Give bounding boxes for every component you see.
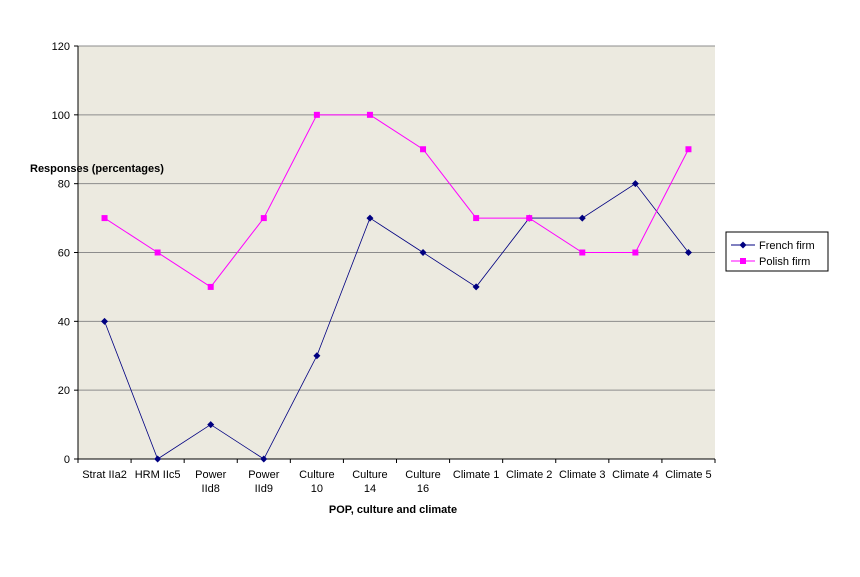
series-polish-firm xyxy=(101,111,692,290)
legend-box xyxy=(725,231,829,272)
data-point xyxy=(631,180,639,188)
x-tick-label: Culture 16 xyxy=(405,469,440,495)
y-tick-label: 100 xyxy=(52,110,70,122)
series-line xyxy=(104,114,689,288)
y-tick-label: 60 xyxy=(58,248,70,260)
x-tick-label: Climate 5 xyxy=(665,469,711,481)
x-tick-label: Power IId9 xyxy=(248,469,280,495)
data-point xyxy=(313,111,320,118)
data-point xyxy=(684,249,692,256)
x-tick-label: Climate 2 xyxy=(506,469,552,481)
x-tick-label-line: 14 xyxy=(364,483,376,495)
data-point xyxy=(260,215,267,222)
series-group xyxy=(101,111,692,463)
legend-label: French firm xyxy=(759,240,815,252)
data-point xyxy=(472,283,480,291)
x-tick-label: Power IId8 xyxy=(195,469,227,495)
x-tick-label-line: Climate 3 xyxy=(559,469,605,481)
data-point xyxy=(685,146,692,153)
y-tick-label: 120 xyxy=(52,41,70,53)
y-axis-ticks: 0 20 40 60 80 100 120 xyxy=(52,41,78,466)
gridlines xyxy=(78,45,715,391)
data-point xyxy=(578,214,586,222)
x-tick-label-line: HRM IIc5 xyxy=(135,469,181,481)
legend: French firm Polish firm xyxy=(725,231,829,272)
x-tick-label-line: 16 xyxy=(417,483,429,495)
x-tick-label-line: IId9 xyxy=(255,483,273,495)
data-point xyxy=(154,455,162,463)
y-tick-label: 0 xyxy=(64,454,70,466)
x-tick-label-line: Power xyxy=(248,469,280,481)
x-tick-label-line: Climate 4 xyxy=(612,469,658,481)
data-point xyxy=(366,111,373,118)
y-axis-label: Responses (percentages) xyxy=(30,163,164,175)
x-tick-label: Climate 4 xyxy=(612,469,658,481)
x-tick-label-line: Strat IIa2 xyxy=(82,469,127,481)
data-point xyxy=(419,249,427,256)
data-point xyxy=(579,249,586,256)
data-point xyxy=(526,215,533,222)
legend-label: Polish firm xyxy=(759,256,810,268)
x-tick-label-line: IId8 xyxy=(202,483,220,495)
legend-marker xyxy=(740,258,746,264)
data-point xyxy=(313,352,321,360)
data-point xyxy=(154,249,161,256)
y-tick-label: 20 xyxy=(58,385,70,397)
x-tick-label: Climate 1 xyxy=(453,469,499,481)
data-point xyxy=(101,215,108,222)
x-tick-label: HRM IIc5 xyxy=(135,469,181,481)
x-tick-label-line: Climate 2 xyxy=(506,469,552,481)
x-tick-label-line: Climate 1 xyxy=(453,469,499,481)
data-point xyxy=(420,146,427,153)
x-tick-label-line: Culture xyxy=(299,469,334,481)
data-point xyxy=(207,283,214,290)
x-tick-label: Culture 14 xyxy=(352,469,387,495)
data-point xyxy=(473,215,480,222)
data-point xyxy=(101,317,109,325)
x-axis-ticks: Strat IIa2 HRM IIc5 Power IId8 Power IId9 Cult… xyxy=(77,459,716,495)
x-axis-label: POP, culture and climate xyxy=(329,504,457,516)
data-point xyxy=(632,249,639,256)
data-point xyxy=(207,421,215,429)
data-point xyxy=(366,214,374,222)
x-tick-label: Climate 3 xyxy=(559,469,605,481)
x-tick-label-line: Climate 5 xyxy=(665,469,711,481)
x-tick-label: Strat IIa2 xyxy=(82,469,127,481)
x-tick-label-line: 10 xyxy=(311,483,323,495)
legend-marker xyxy=(739,241,747,249)
y-tick-label: 80 xyxy=(58,179,70,191)
x-tick-label: Culture 10 xyxy=(299,469,334,495)
data-point xyxy=(260,455,268,463)
x-tick-label-line: Culture xyxy=(352,469,387,481)
series-line xyxy=(104,183,689,460)
y-tick-label: 40 xyxy=(58,316,70,328)
x-tick-label-line: Culture xyxy=(405,469,440,481)
x-tick-label-line: Power xyxy=(195,469,227,481)
